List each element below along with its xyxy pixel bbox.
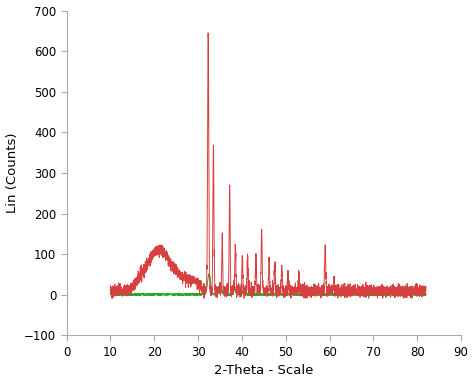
Y-axis label: Lin (Counts): Lin (Counts): [6, 133, 18, 213]
X-axis label: 2-Theta - Scale: 2-Theta - Scale: [214, 365, 313, 377]
